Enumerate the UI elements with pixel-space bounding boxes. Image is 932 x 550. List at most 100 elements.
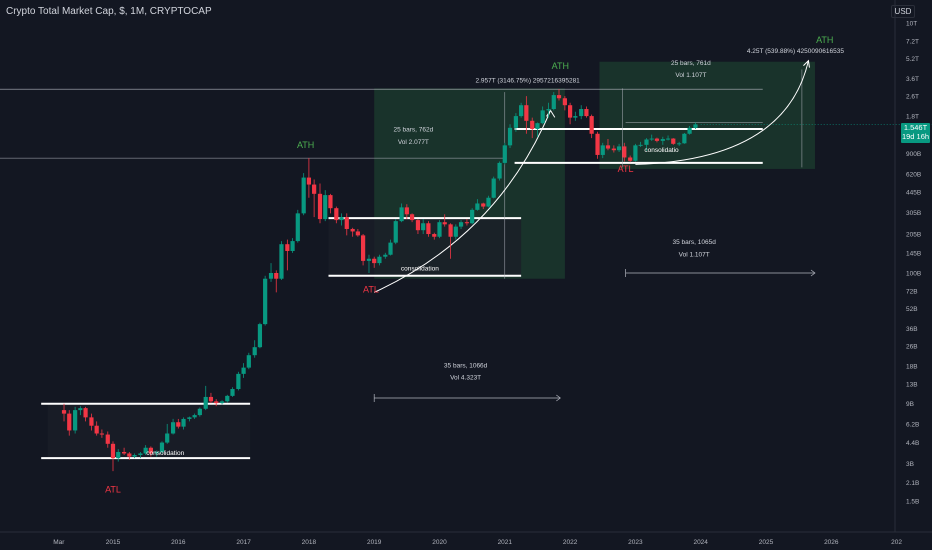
- y-tick-label: 26B: [906, 344, 918, 351]
- ath-label: ATH: [297, 140, 314, 150]
- y-tick-label: 72B: [906, 288, 918, 295]
- chart-title: Crypto Total Market Cap, $, 1M, CRYPTOCA…: [6, 6, 212, 17]
- projection-arrow-2: [803, 59, 810, 68]
- candle-body: [519, 105, 524, 117]
- x-tick-label: 2018: [302, 539, 317, 546]
- candle-body: [67, 413, 72, 431]
- currency-text: USD: [890, 4, 916, 18]
- y-tick-label: 1.8T: [906, 114, 919, 121]
- currency-label[interactable]: USD: [879, 3, 927, 19]
- candle-body: [197, 408, 202, 416]
- candle-body: [535, 123, 540, 129]
- candle-body: [165, 433, 170, 443]
- measure-3-vol: Vol 1.107T: [675, 72, 706, 79]
- candle-body: [274, 273, 279, 279]
- candle-body: [464, 222, 470, 224]
- candle-body: [154, 451, 159, 454]
- x-tick-label: 2025: [759, 539, 774, 546]
- candle-body: [219, 401, 225, 404]
- candle-body: [246, 355, 251, 368]
- candle-body: [600, 145, 605, 155]
- y-tick-label: 5.2T: [906, 56, 919, 63]
- x-tick-label: 2024: [693, 539, 708, 546]
- candle-body: [312, 184, 317, 194]
- candle-body: [470, 209, 475, 224]
- consolidation-label: consolidation: [401, 265, 439, 272]
- candle-body: [573, 116, 578, 118]
- candle-body: [687, 127, 692, 134]
- atl-label: ATL: [618, 164, 634, 174]
- x-tick-label: 202: [891, 539, 902, 546]
- candle-body: [404, 207, 409, 215]
- candle-body: [540, 110, 545, 124]
- x-tick-label: 2026: [824, 539, 839, 546]
- candle-body: [502, 145, 507, 163]
- measure-3-bars: 25 bars, 761d: [671, 60, 711, 67]
- candle-body: [399, 207, 404, 222]
- y-tick-label: 2.1B: [906, 480, 919, 487]
- y-tick-label: 3.6T: [906, 76, 919, 83]
- candle-body: [622, 146, 627, 158]
- candle-body: [568, 105, 573, 118]
- candle-body: [170, 422, 176, 434]
- candle-body: [263, 278, 268, 325]
- candle-body: [116, 451, 121, 459]
- candle-body: [584, 109, 589, 117]
- candle-body: [122, 451, 127, 454]
- x-tick-label: 2019: [367, 539, 382, 546]
- candle-body: [556, 95, 562, 99]
- candle-body: [432, 234, 437, 237]
- candle-body: [491, 178, 496, 198]
- candle-body: [203, 396, 208, 409]
- candle-body: [143, 447, 148, 454]
- candle-body: [285, 244, 290, 251]
- x-tick-label: 2021: [498, 539, 513, 546]
- y-tick-label: 3B: [906, 461, 914, 468]
- candle-body: [693, 124, 698, 128]
- candle-body: [579, 109, 584, 117]
- y-tick-label: 100B: [906, 271, 921, 278]
- candle-body: [562, 98, 567, 106]
- y-tick-label: 10T: [906, 21, 917, 28]
- candle-body: [442, 222, 447, 225]
- x-tick-label: 2017: [236, 539, 251, 546]
- candle-body: [339, 217, 344, 221]
- candle-body: [252, 347, 257, 356]
- candle-body: [475, 203, 480, 210]
- measure-2-bars: 35 bars, 1066d: [444, 363, 488, 370]
- candle-body: [181, 418, 186, 427]
- y-tick-label: 7.2T: [906, 38, 919, 45]
- candle-body: [530, 120, 535, 129]
- candle-body: [682, 133, 687, 144]
- candle-body: [638, 144, 643, 146]
- y-tick-label: 52B: [906, 306, 918, 313]
- candle-body: [415, 220, 421, 231]
- x-tick-label: 2015: [106, 539, 121, 546]
- x-tick-label: 2020: [432, 539, 447, 546]
- last-price-badge: 1.546T 19d 16h: [901, 123, 930, 143]
- y-tick-label: 4.4B: [906, 440, 919, 447]
- candle-body: [605, 145, 611, 149]
- candle-body: [230, 389, 235, 396]
- ath-value-2021: 2.957T (3146.75%) 2957216395281: [475, 77, 580, 84]
- candle-body: [78, 408, 83, 411]
- candle-body: [426, 223, 431, 235]
- atl-label: ATL: [363, 284, 379, 294]
- measure-4-arrow: [810, 269, 816, 277]
- candle-body: [546, 109, 551, 111]
- candle-body: [409, 214, 415, 221]
- candle-body: [448, 224, 453, 237]
- measure-2-vol: Vol 4.323T: [450, 375, 481, 382]
- candle-body: [421, 223, 426, 231]
- candle-body: [628, 157, 633, 161]
- ath-value-projection: 4.25T (539.88%) 4250090616535: [747, 48, 844, 55]
- candle-body: [366, 258, 372, 261]
- y-tick-label: 900B: [906, 151, 921, 158]
- y-tick-label: 2.6T: [906, 94, 919, 101]
- candle-body: [633, 145, 638, 161]
- candle-body: [481, 203, 486, 207]
- candle-body: [589, 116, 594, 134]
- candle-body: [214, 401, 219, 404]
- measure-1-bars: 25 bars, 762d: [393, 127, 433, 134]
